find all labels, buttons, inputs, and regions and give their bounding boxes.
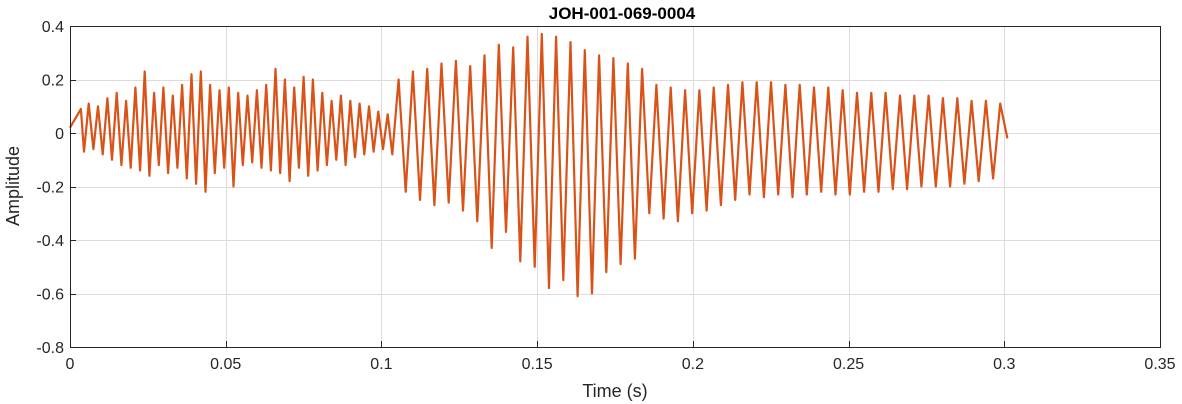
x-tick-label: 0.05 bbox=[210, 356, 241, 373]
y-tick-label: 0 bbox=[55, 126, 64, 143]
y-tick-label: 0.4 bbox=[42, 19, 64, 36]
y-tick-label: -0.4 bbox=[36, 233, 64, 250]
y-axis-ticks: -0.8 -0.6 -0.4 -0.2 0 0.2 0.4 bbox=[36, 19, 76, 357]
y-tick-label: -0.8 bbox=[36, 340, 64, 357]
x-tick-label: 0.2 bbox=[682, 356, 704, 373]
x-tick-label: 0.3 bbox=[993, 356, 1015, 373]
x-axis-ticks: 0 0.05 0.1 0.15 0.2 0.25 0.3 0.35 bbox=[66, 341, 1176, 373]
x-tick-label: 0 bbox=[66, 356, 75, 373]
x-tick-label: 0.1 bbox=[370, 356, 392, 373]
chart-title: JOH-001-069-0004 bbox=[549, 4, 696, 23]
y-tick-label: -0.6 bbox=[36, 287, 64, 304]
y-axis-label: Amplitude bbox=[3, 146, 23, 226]
x-tick-label: 0.35 bbox=[1144, 356, 1175, 373]
plot-area: 0 0.05 0.1 0.15 0.2 0.25 0.3 0.35 -0.8-0.6-0.4-… bbox=[36, 19, 1175, 373]
amplitude-series-line bbox=[69, 32, 1009, 298]
x-tick-label: 0.25 bbox=[833, 356, 864, 373]
x-tick-label: 0.15 bbox=[522, 356, 553, 373]
y-tick-label: -0.2 bbox=[36, 180, 64, 197]
x-axis-label: Time (s) bbox=[582, 381, 647, 401]
y-tick-label: 0.2 bbox=[42, 73, 64, 90]
